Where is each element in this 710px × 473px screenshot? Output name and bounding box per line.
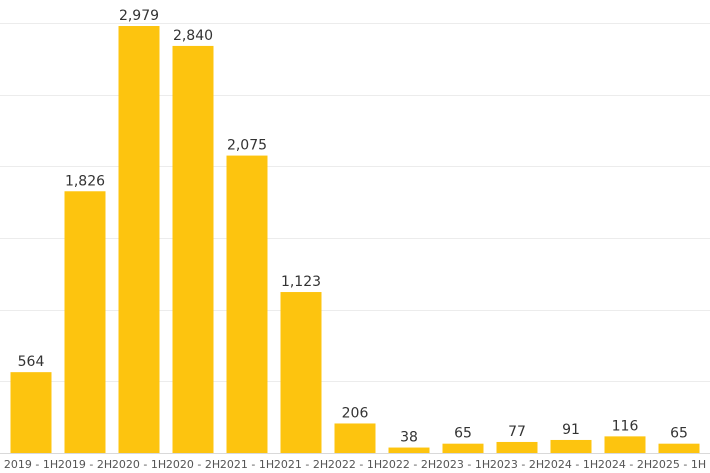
data-label: 206 xyxy=(342,405,369,421)
x-tick-label: 2023 - 1H xyxy=(436,458,490,471)
bar[interactable] xyxy=(172,45,214,454)
chart-bars xyxy=(10,26,700,454)
bar[interactable] xyxy=(388,447,430,453)
x-tick-label: 2019 - 2H xyxy=(58,458,112,471)
bar[interactable] xyxy=(280,292,322,453)
bar[interactable] xyxy=(64,191,106,453)
bar[interactable] xyxy=(334,423,376,453)
bar[interactable] xyxy=(496,441,538,453)
x-tick-label: 2019 - 1H xyxy=(4,458,58,471)
chart-value-labels: 564 1,826 2,979 2,840 2,075 1,123 206 38 65 77 91 1… xyxy=(18,8,688,446)
x-tick-label: 2020 - 1H xyxy=(112,458,166,471)
x-tick-label: 2021 - 1H xyxy=(220,458,274,471)
x-tick-label: 2025 - 1H xyxy=(652,458,706,471)
x-tick-label: 2024 - 1H xyxy=(544,458,598,471)
bar[interactable] xyxy=(550,439,592,453)
x-tick-label: 2020 - 2H xyxy=(166,458,220,471)
data-label: 65 xyxy=(670,426,688,442)
bar[interactable] xyxy=(118,26,160,453)
data-label: 2,075 xyxy=(227,138,267,154)
data-label: 1,826 xyxy=(65,173,105,189)
x-tick-label: 2023 - 2H xyxy=(490,458,544,471)
x-axis-tick-labels: 2019 - 1H 2019 - 2H 2020 - 1H 2020 - 2H 2021… xyxy=(4,458,706,471)
bar[interactable] xyxy=(10,372,52,453)
bar[interactable] xyxy=(658,443,700,453)
x-tick-label: 2024 - 2H xyxy=(598,458,652,471)
data-label: 65 xyxy=(454,426,472,442)
data-label: 2,979 xyxy=(119,8,159,24)
x-tick-label: 2021 - 2H xyxy=(274,458,328,471)
bar[interactable] xyxy=(226,155,268,453)
data-label: 2,840 xyxy=(173,28,213,44)
data-label: 38 xyxy=(400,430,418,446)
data-label: 91 xyxy=(562,422,580,438)
data-label: 564 xyxy=(18,354,45,370)
bar[interactable] xyxy=(604,436,646,453)
x-tick-label: 2022 - 2H xyxy=(382,458,436,471)
bar[interactable] xyxy=(442,443,484,453)
data-label: 1,123 xyxy=(281,274,321,290)
data-label: 77 xyxy=(508,424,526,440)
data-label: 116 xyxy=(612,418,639,434)
x-tick-label: 2022 - 1H xyxy=(328,458,382,471)
chart-gridlines xyxy=(0,23,710,382)
